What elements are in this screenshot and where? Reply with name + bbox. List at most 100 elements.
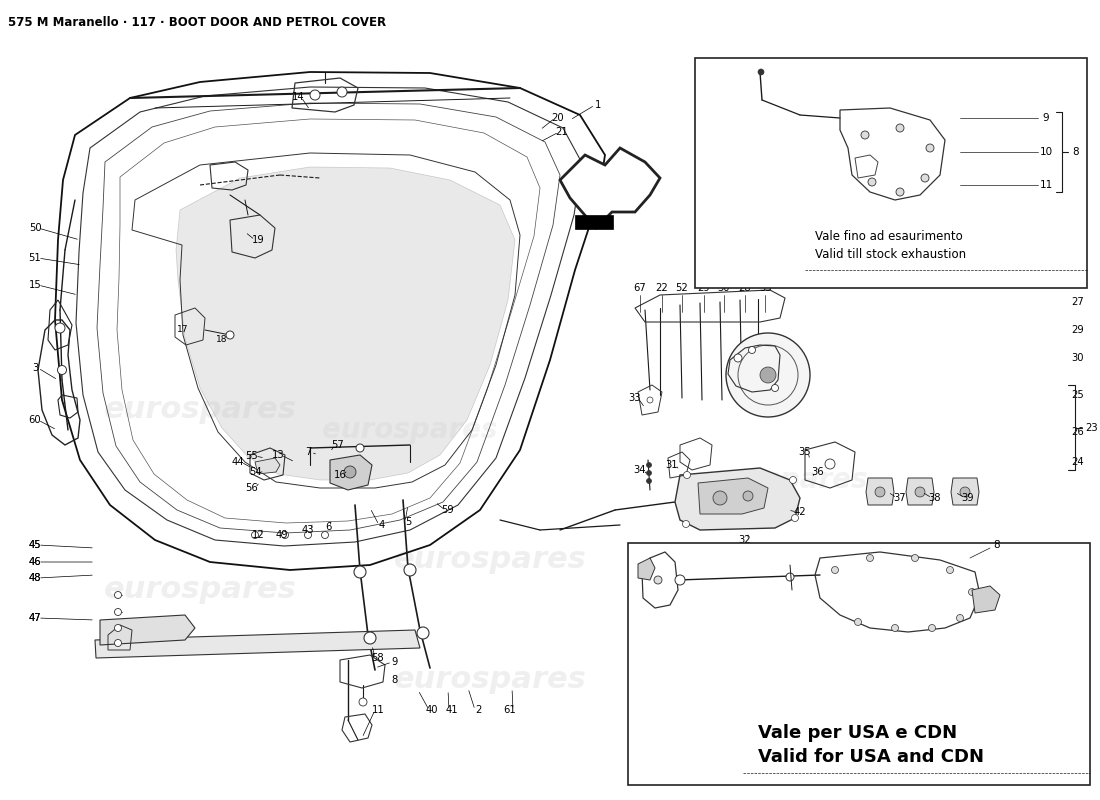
Text: 4: 4 — [378, 520, 385, 530]
Text: 9: 9 — [1043, 113, 1049, 123]
Polygon shape — [255, 458, 280, 474]
Text: 5: 5 — [405, 517, 411, 527]
Text: 48: 48 — [29, 573, 42, 583]
Text: 20: 20 — [552, 113, 564, 123]
Polygon shape — [952, 478, 979, 505]
Circle shape — [968, 589, 976, 595]
Polygon shape — [176, 167, 515, 480]
Circle shape — [928, 625, 935, 631]
Circle shape — [861, 131, 869, 139]
Circle shape — [896, 188, 904, 196]
Circle shape — [867, 554, 873, 562]
Circle shape — [912, 554, 918, 562]
Text: 65: 65 — [793, 695, 806, 705]
Circle shape — [682, 521, 690, 527]
Text: 52: 52 — [675, 283, 689, 293]
Text: 23: 23 — [1086, 423, 1098, 433]
Polygon shape — [698, 478, 768, 514]
Circle shape — [726, 333, 810, 417]
Text: 7: 7 — [305, 447, 311, 457]
Polygon shape — [638, 558, 654, 580]
Polygon shape — [675, 468, 800, 530]
Text: 26: 26 — [1071, 427, 1085, 437]
Circle shape — [734, 354, 742, 362]
Polygon shape — [95, 630, 420, 658]
Polygon shape — [560, 148, 660, 228]
Text: 41: 41 — [446, 705, 459, 715]
Circle shape — [337, 87, 346, 97]
Text: 6: 6 — [324, 522, 331, 532]
Text: 43: 43 — [301, 525, 315, 535]
Circle shape — [647, 478, 651, 483]
Circle shape — [742, 491, 754, 501]
Circle shape — [786, 573, 794, 581]
Text: 58: 58 — [372, 653, 384, 663]
Circle shape — [226, 331, 234, 339]
Circle shape — [713, 491, 727, 505]
Text: 29: 29 — [697, 283, 711, 293]
Circle shape — [960, 487, 970, 497]
Text: 37: 37 — [893, 493, 906, 503]
Circle shape — [874, 487, 886, 497]
Text: 44: 44 — [232, 457, 244, 467]
Text: 39: 39 — [961, 493, 975, 503]
Bar — [575, 215, 613, 229]
Circle shape — [282, 531, 288, 538]
Circle shape — [758, 69, 764, 75]
Text: 42: 42 — [794, 507, 806, 517]
Circle shape — [825, 459, 835, 469]
Circle shape — [891, 625, 899, 631]
Text: 35: 35 — [799, 447, 812, 457]
Text: 8: 8 — [1072, 147, 1079, 157]
Text: Valid for USA and CDN: Valid for USA and CDN — [758, 748, 984, 766]
Circle shape — [417, 627, 429, 639]
Circle shape — [957, 614, 964, 622]
Polygon shape — [972, 586, 1000, 613]
Polygon shape — [100, 615, 195, 645]
Text: 62: 62 — [695, 695, 708, 705]
Text: 47: 47 — [29, 613, 42, 623]
Circle shape — [926, 144, 934, 152]
Text: 33: 33 — [629, 393, 641, 403]
Circle shape — [364, 632, 376, 644]
Text: 21: 21 — [556, 127, 569, 137]
Circle shape — [921, 174, 929, 182]
Text: 61: 61 — [504, 705, 516, 715]
Text: 28: 28 — [739, 283, 751, 293]
Circle shape — [654, 576, 662, 584]
Circle shape — [946, 566, 954, 574]
Text: 46: 46 — [29, 557, 42, 567]
Text: 64: 64 — [864, 695, 877, 705]
Text: 49: 49 — [276, 530, 288, 540]
Text: 22: 22 — [656, 283, 669, 293]
Circle shape — [114, 639, 121, 646]
Text: 17: 17 — [177, 326, 189, 334]
Text: 10: 10 — [1040, 147, 1053, 157]
Text: 47: 47 — [29, 613, 42, 623]
Circle shape — [915, 487, 925, 497]
Circle shape — [647, 462, 651, 467]
Circle shape — [790, 477, 796, 483]
Text: 8: 8 — [993, 540, 1000, 550]
Circle shape — [647, 397, 653, 403]
Text: 16: 16 — [333, 470, 346, 480]
Text: 30: 30 — [1071, 353, 1085, 363]
Text: 66: 66 — [744, 695, 757, 705]
Circle shape — [321, 531, 329, 538]
Text: 48: 48 — [29, 573, 42, 583]
Circle shape — [114, 625, 121, 631]
Circle shape — [114, 609, 121, 615]
Text: 36: 36 — [812, 467, 824, 477]
Text: 38: 38 — [928, 493, 942, 503]
Text: 46: 46 — [29, 557, 42, 567]
Text: 12: 12 — [252, 530, 264, 540]
Text: 67: 67 — [634, 283, 647, 293]
Circle shape — [344, 466, 356, 478]
Polygon shape — [906, 478, 934, 505]
Text: 29: 29 — [1071, 325, 1085, 335]
Text: 24: 24 — [1071, 457, 1085, 467]
Polygon shape — [866, 478, 894, 505]
Polygon shape — [330, 455, 372, 490]
Circle shape — [771, 385, 779, 391]
Text: 18: 18 — [217, 335, 228, 345]
